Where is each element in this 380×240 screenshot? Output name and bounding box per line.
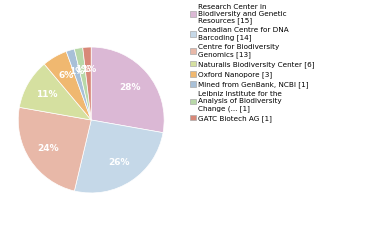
Wedge shape xyxy=(44,51,91,120)
Wedge shape xyxy=(19,64,91,120)
Wedge shape xyxy=(74,120,163,193)
Text: 1%: 1% xyxy=(69,66,84,76)
Wedge shape xyxy=(74,48,91,120)
Wedge shape xyxy=(66,49,91,120)
Text: 11%: 11% xyxy=(36,90,58,99)
Text: 1%: 1% xyxy=(81,65,96,73)
Text: 28%: 28% xyxy=(120,83,141,92)
Text: 26%: 26% xyxy=(109,158,130,167)
Legend: Research Center in
Biodiversity and Genetic
Resources [15], Canadian Centre for : Research Center in Biodiversity and Gene… xyxy=(190,4,315,122)
Wedge shape xyxy=(18,107,91,191)
Text: 24%: 24% xyxy=(38,144,59,153)
Wedge shape xyxy=(83,47,91,120)
Wedge shape xyxy=(91,47,164,133)
Text: 1%: 1% xyxy=(75,65,90,74)
Text: 6%: 6% xyxy=(58,71,73,80)
